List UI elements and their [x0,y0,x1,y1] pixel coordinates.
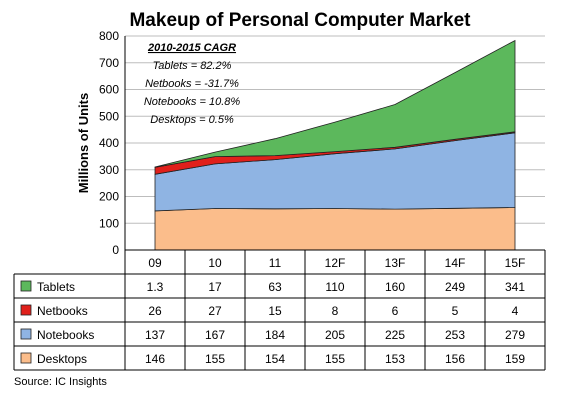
data-table: 09 10 11 12F 13F 14F 15F Tablets 1.3 17 63 110 160 24… [13,249,546,371]
area-tablets [154,39,516,168]
table-cell: 1.3 [147,280,164,294]
legend-swatch [20,328,32,340]
x-tick-label: 09 [148,256,162,270]
y-tick-label: 100 [99,216,119,230]
legend-label: Notebooks [37,328,94,342]
table-cell: 6 [392,304,399,318]
y-tick-label: 600 [99,83,119,97]
table-cell: 5 [452,304,459,318]
table-cell: 63 [268,280,282,294]
y-axis: 0 100 200 300 400 500 600 700 800 [99,29,126,257]
cagr-heading: 2010-2015 CAGR [147,42,236,54]
x-tick-label: 12F [325,256,346,270]
y-tick-label: 700 [99,56,119,70]
legend-swatch [20,304,32,316]
table-cell: 167 [205,328,225,342]
x-tick-label: 13F [385,256,406,270]
table-cell: 159 [505,352,525,366]
x-tick-label: 15F [505,256,526,270]
table-cell: 27 [208,304,222,318]
y-axis-label: Millions of Units [76,93,91,193]
y-tick-label: 200 [99,190,119,204]
area-desktops [154,207,516,251]
table-cell: 153 [385,352,405,366]
table-cell: 137 [145,328,165,342]
table-cell: 253 [445,328,465,342]
table-cell: 155 [205,352,225,366]
x-tick-label: 11 [269,256,282,270]
table-cell: 4 [512,304,519,318]
table-cell: 17 [208,280,222,294]
y-tick-label: 400 [99,136,119,150]
table-cell: 146 [145,352,165,366]
table-cell: 26 [148,304,162,318]
legend-label: Tablets [37,280,75,294]
source-note: Source: IC Insights [14,376,107,388]
legend-swatch [20,352,32,364]
table-cell: 249 [445,280,465,294]
chart-title: Makeup of Personal Computer Market [129,10,471,31]
legend-label: Netbooks [37,304,88,318]
cagr-line: Notebooks = 10.8% [144,96,241,108]
x-tick-label: 14F [445,256,466,270]
table-cell: 8 [332,304,339,318]
table-cell: 205 [325,328,345,342]
y-tick-label: 500 [99,109,119,123]
y-tick-label: 800 [99,29,119,43]
table-cell: 160 [385,280,405,294]
table-cell: 156 [445,352,465,366]
table-cell: 110 [325,280,344,294]
table-cell: 155 [325,352,345,366]
x-tick-label: 10 [208,256,222,270]
table-cell: 15 [268,304,282,318]
cagr-annotation: 2010-2015 CAGR Tablets = 82.2% Netbooks … [144,42,241,126]
cagr-line: Netbooks = -31.7% [145,78,239,90]
table-cell: 341 [505,280,525,294]
y-tick-label: 300 [99,163,119,177]
table-cell: 225 [385,328,405,342]
table-cell: 279 [505,328,525,342]
legend-label: Desktops [37,352,87,366]
legend-swatch [20,280,32,292]
cagr-line: Desktops = 0.5% [150,114,234,126]
table-cell: 184 [265,328,285,342]
y-tick-label: 0 [112,243,119,257]
table-cell: 154 [265,352,285,366]
cagr-line: Tablets = 82.2% [153,60,232,72]
